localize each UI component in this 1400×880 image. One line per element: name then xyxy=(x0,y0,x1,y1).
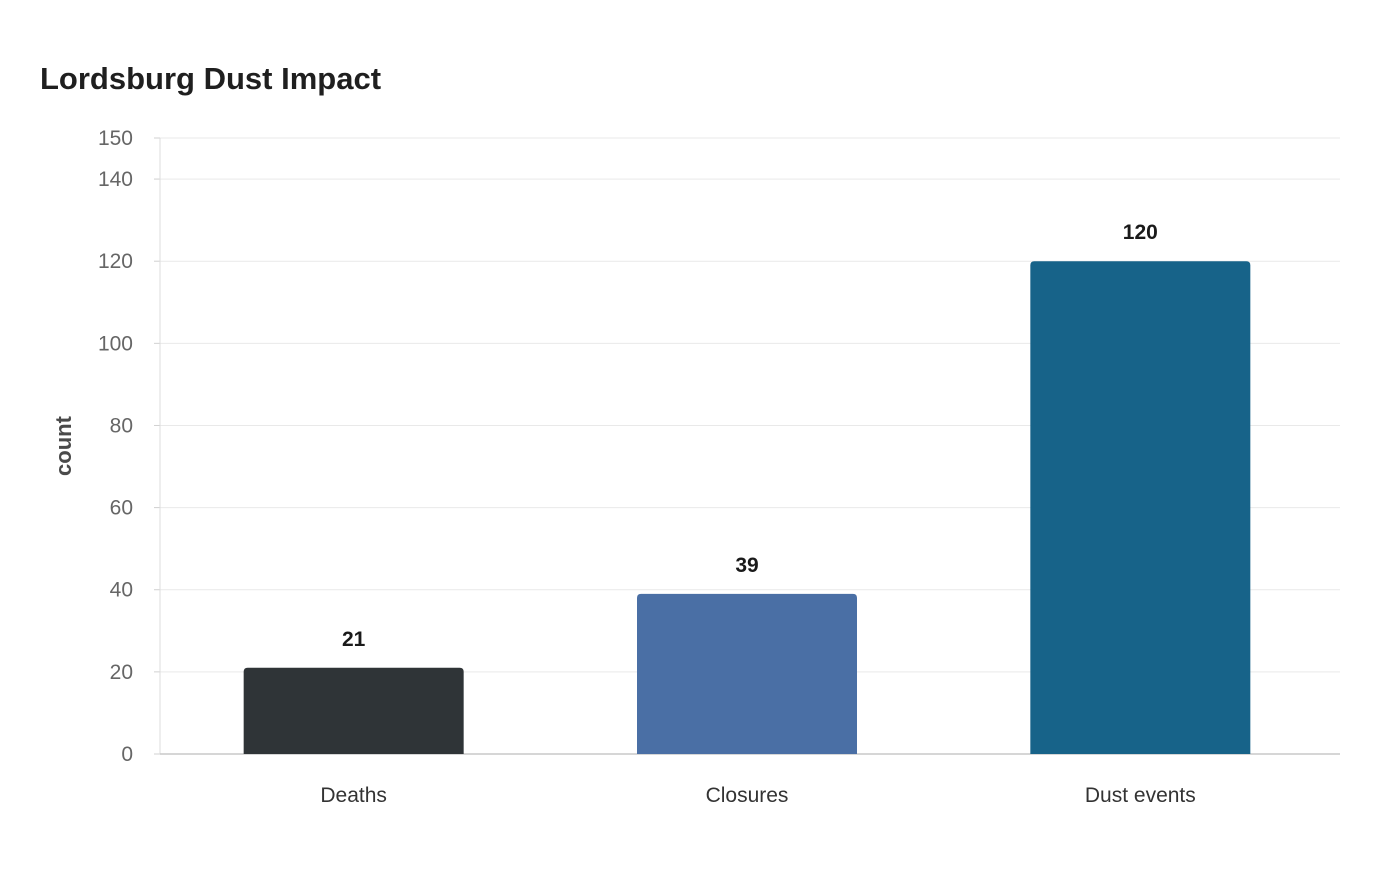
y-tick-label: 140 xyxy=(98,168,133,191)
data-label: 21 xyxy=(342,628,366,651)
y-tick-label: 100 xyxy=(98,332,133,355)
y-tick-label: 40 xyxy=(110,579,133,602)
x-tick-label: Deaths xyxy=(320,784,387,807)
y-axis-title: count xyxy=(51,415,76,476)
bar-dust-events xyxy=(1030,261,1251,754)
data-label: 120 xyxy=(1123,221,1158,244)
chart-title: Lordsburg Dust Impact xyxy=(40,61,382,96)
y-tick-label: 120 xyxy=(98,250,133,273)
data-label: 39 xyxy=(735,554,758,577)
y-tick-label: 60 xyxy=(110,497,133,520)
x-tick-label: Closures xyxy=(706,784,789,807)
bar-closures xyxy=(637,593,857,754)
y-tick-label: 150 xyxy=(98,127,133,150)
bars xyxy=(243,261,1251,754)
y-tick-label: 80 xyxy=(110,414,133,437)
y-tick-label: 0 xyxy=(121,743,133,766)
bar-deaths xyxy=(243,667,464,754)
labels: 0 20 40 60 80 100 120 140 150 21 Deaths 39 Closures 1… xyxy=(98,127,1196,807)
x-tick-label: Dust events xyxy=(1085,784,1196,807)
y-tick-label: 20 xyxy=(110,661,133,684)
